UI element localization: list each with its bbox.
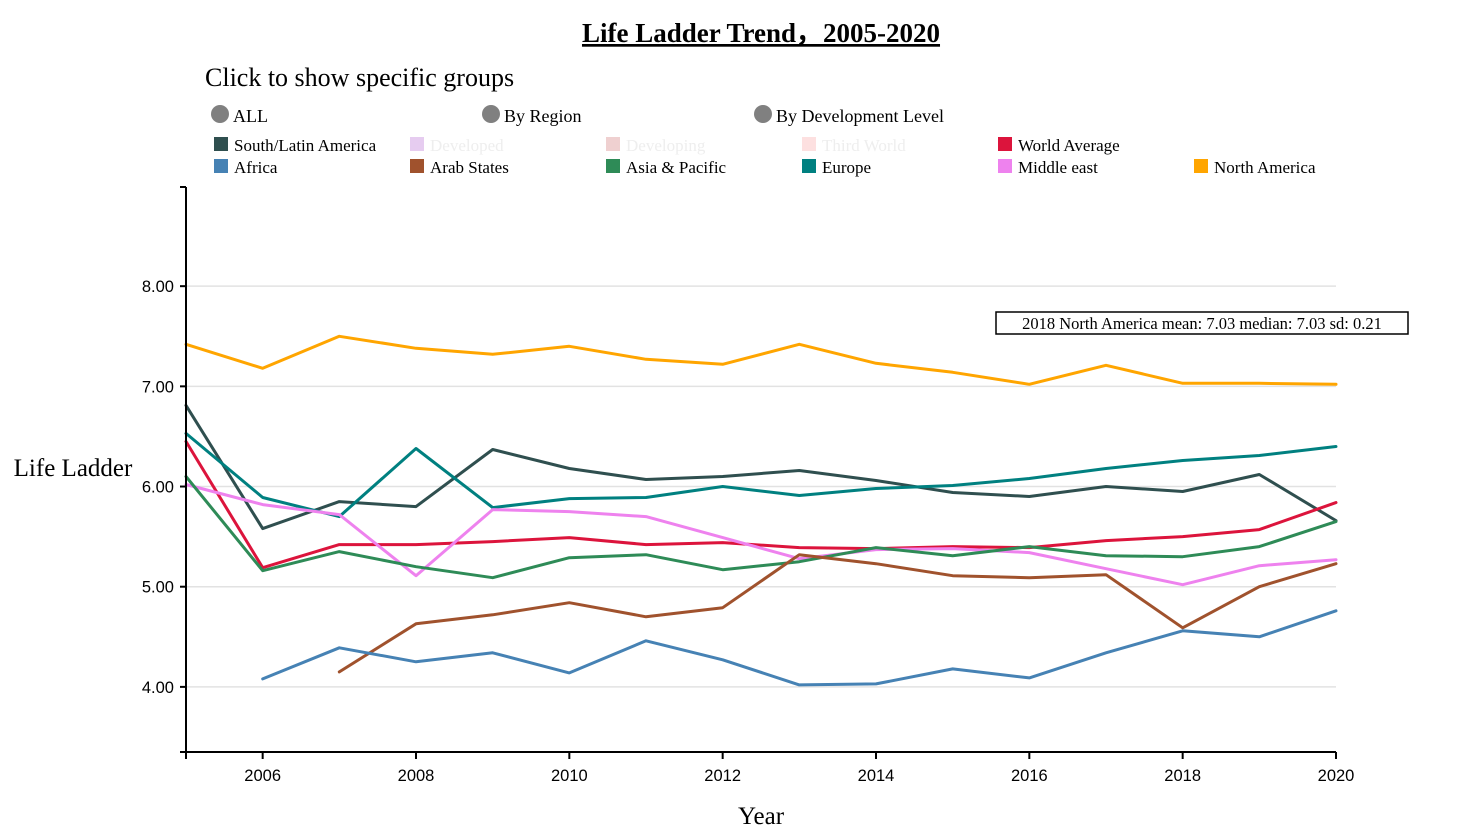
option-all[interactable]: ALL — [211, 105, 268, 126]
legend-item-developing[interactable]: Developing — [606, 136, 706, 155]
tooltip-box — [995, 311, 1409, 335]
option-all-radio-icon[interactable] — [211, 105, 229, 123]
legend-label-north-america[interactable]: North America — [1214, 158, 1316, 177]
option-by-region-radio-icon[interactable] — [482, 105, 500, 123]
legend-item-world-average[interactable]: World Average — [998, 136, 1120, 155]
legend-swatch-europe[interactable] — [802, 159, 816, 173]
legend-item-arab-states[interactable]: Arab States — [410, 158, 509, 177]
legend-label-developed[interactable]: Developed — [430, 136, 504, 155]
series-line-middle-east — [184, 483, 1338, 587]
legend-label-middle-east[interactable]: Middle east — [1018, 158, 1098, 177]
legend-label-developing[interactable]: Developing — [626, 136, 706, 155]
x-tick-label-2012: 2012 — [704, 767, 741, 785]
y-tick-label-4-00: 4.00 — [142, 679, 174, 697]
legend-swatch-africa[interactable] — [214, 159, 228, 173]
legend-item-developed[interactable]: Developed — [410, 136, 504, 155]
x-tick-label-2010: 2010 — [551, 767, 588, 785]
legend-item-asia-pacific[interactable]: Asia & Pacific — [606, 158, 727, 177]
legend-item-south-latin-america[interactable]: South/Latin America — [214, 136, 377, 155]
legend-item-third-world[interactable]: Third World — [802, 136, 906, 155]
tooltip-text: 2018 North America mean: 7.03 median: 7.… — [1022, 314, 1382, 333]
legend-label-world-average[interactable]: World Average — [1018, 136, 1120, 155]
option-by-development-label[interactable]: By Development Level — [776, 106, 944, 126]
series-lines — [184, 334, 1338, 687]
legend-swatch-developed[interactable] — [410, 137, 424, 151]
series-line-north-america — [184, 334, 1338, 386]
series-line-south-latin-america — [184, 403, 1338, 531]
legend-swatch-south-latin-america[interactable] — [214, 137, 228, 151]
legend-label-africa[interactable]: Africa — [234, 158, 278, 177]
x-tick-label-2020: 2020 — [1318, 767, 1355, 785]
chart-title: Life Ladder Trend，2005-2020 — [582, 18, 940, 48]
legend-label-third-world[interactable]: Third World — [822, 136, 906, 155]
x-tick-label-2006: 2006 — [244, 767, 281, 785]
legend-swatch-asia-pacific[interactable] — [606, 159, 620, 173]
y-tick-label-6-00: 6.00 — [142, 479, 174, 497]
legend-label-south-latin-america[interactable]: South/Latin America — [234, 136, 377, 155]
legend-swatch-world-average[interactable] — [998, 137, 1012, 151]
legend-label-arab-states[interactable]: Arab States — [430, 158, 509, 177]
x-tick-label-2018: 2018 — [1164, 767, 1201, 785]
legend-swatch-developing[interactable] — [606, 137, 620, 151]
legend: South/Latin America Developed Developing Th… — [214, 136, 1316, 177]
legend-label-europe[interactable]: Europe — [822, 158, 871, 177]
option-by-development-radio-icon[interactable] — [754, 105, 772, 123]
y-tick-label-8-00: 8.00 — [142, 278, 174, 296]
legend-label-asia-pacific[interactable]: Asia & Pacific — [626, 158, 727, 177]
legend-swatch-arab-states[interactable] — [410, 159, 424, 173]
option-all-label[interactable]: ALL — [233, 106, 268, 126]
series-line-asia-pacific — [184, 475, 1338, 580]
tooltip: 2018 North America mean: 7.03 median: 7.… — [995, 311, 1409, 335]
legend-swatch-north-america[interactable] — [1194, 159, 1208, 173]
series-line-europe — [184, 431, 1338, 519]
y-tick-label-5-00: 5.00 — [142, 579, 174, 597]
controls-prompt: Click to show specific groups — [205, 63, 514, 92]
x-tick-label-2014: 2014 — [858, 767, 895, 785]
series-line-arab-states — [337, 553, 1338, 674]
legend-swatch-third-world[interactable] — [802, 137, 816, 151]
series-line-africa — [261, 609, 1338, 687]
x-tick-label-2008: 2008 — [398, 767, 435, 785]
legend-item-middle-east[interactable]: Middle east — [998, 158, 1098, 177]
axes: 4.00 5.00 6.00 7.00 8.00 2006 2008 2010 2012 2014… — [142, 186, 1355, 785]
option-by-region-label[interactable]: By Region — [504, 106, 582, 126]
x-tick-label-2016: 2016 — [1011, 767, 1048, 785]
legend-item-africa[interactable]: Africa — [214, 158, 278, 177]
y-axis-label: Life Ladder — [14, 455, 133, 482]
option-by-region[interactable]: By Region — [482, 105, 582, 126]
legend-item-europe[interactable]: Europe — [802, 158, 871, 177]
legend-item-north-america[interactable]: North America — [1194, 158, 1316, 177]
option-by-development-level[interactable]: By Development Level — [754, 105, 944, 126]
y-tick-label-7-00: 7.00 — [142, 378, 174, 396]
grid — [186, 285, 1336, 688]
x-axis-label: Year — [738, 803, 785, 830]
legend-swatch-middle-east[interactable] — [998, 159, 1012, 173]
